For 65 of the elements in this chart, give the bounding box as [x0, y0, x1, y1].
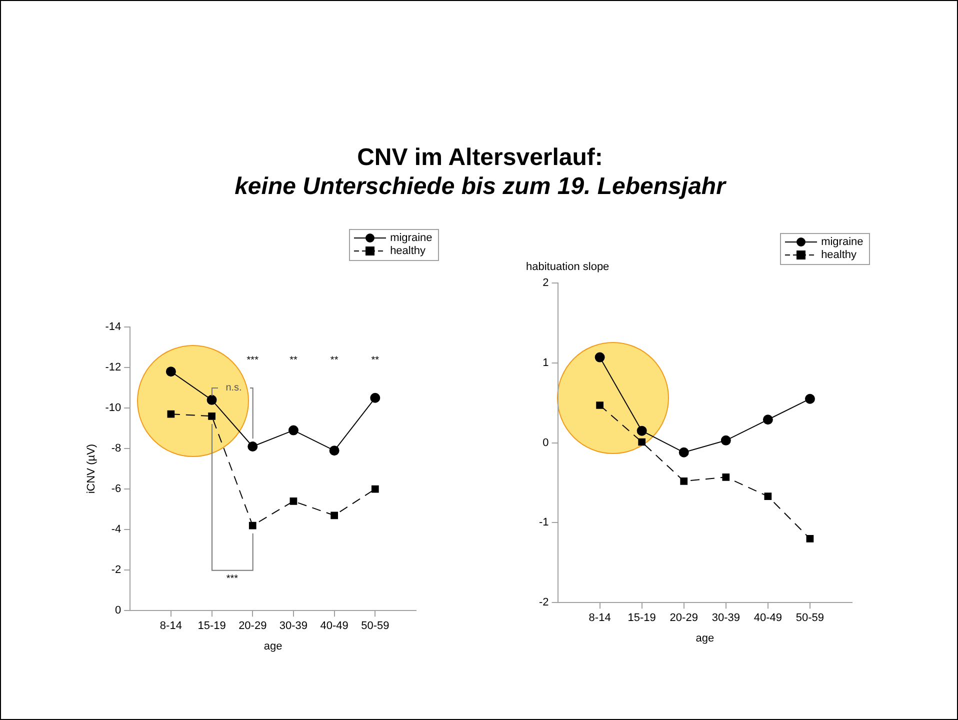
legend-label: migraine — [390, 232, 432, 244]
point — [208, 412, 216, 420]
y-tick-label: 0 — [542, 436, 549, 449]
x-tick-label: 15-19 — [628, 612, 656, 624]
point — [166, 366, 176, 377]
point — [248, 522, 256, 530]
y-tick-label: 2 — [542, 277, 549, 290]
y-tick-label: -6 — [111, 483, 122, 496]
y-tick-label: -2 — [111, 564, 122, 576]
y-tick-label: 0 — [114, 604, 122, 617]
x-tick-label: 40-49 — [320, 620, 348, 632]
point — [330, 512, 338, 520]
point — [720, 435, 731, 446]
point — [806, 535, 814, 542]
point — [762, 414, 773, 425]
point — [678, 447, 689, 458]
x-axis-title: age — [696, 632, 714, 644]
point — [596, 402, 604, 409]
point — [594, 352, 605, 362]
x-tick-label: 8-14 — [588, 612, 611, 624]
annotation: *** — [226, 573, 238, 584]
point — [636, 426, 647, 436]
y-tick-label: -1 — [539, 516, 549, 529]
x-tick-label: 50-59 — [796, 612, 824, 624]
x-tick-label: 30-39 — [279, 620, 308, 632]
point — [680, 477, 688, 485]
point — [290, 498, 298, 505]
x-tick-label: 8-14 — [160, 620, 182, 632]
y-axis-title: iCNV (µV) — [86, 444, 98, 494]
x-tick-label: 20-29 — [670, 612, 698, 624]
legend-label: healthy — [390, 245, 426, 257]
point — [638, 438, 646, 446]
y-tick-label: -4 — [111, 524, 122, 536]
point — [370, 392, 380, 403]
point — [167, 410, 175, 418]
text: keine Unterschiede bis zum 19. Lebensjahr — [234, 173, 728, 201]
y-tick-label: -14 — [105, 321, 122, 334]
legend-label: healthy — [821, 249, 857, 261]
point — [371, 485, 379, 493]
annotation: ** — [330, 354, 338, 366]
point — [288, 425, 298, 436]
y-tick-label: -8 — [111, 442, 122, 455]
x-tick-label: 20-29 — [238, 620, 267, 632]
point — [722, 473, 730, 481]
y-tick-label: -12 — [105, 362, 122, 374]
annotation: n.s. — [226, 382, 242, 394]
annotation: ** — [371, 354, 380, 366]
point — [804, 394, 815, 404]
x-tick-label: 15-19 — [198, 620, 226, 632]
annotation: ** — [290, 354, 298, 366]
y-tick-label: -2 — [539, 596, 549, 609]
point — [248, 442, 258, 452]
y-axis-title: habituation slope — [526, 261, 610, 273]
y-tick-label: 1 — [542, 356, 549, 369]
point — [329, 446, 340, 456]
text: CNV im Altersverlauf: — [356, 144, 604, 172]
legend-label: migraine — [821, 236, 864, 248]
point — [206, 394, 217, 405]
x-tick-label: 50-59 — [361, 620, 390, 632]
annotation: *** — [246, 354, 259, 366]
x-tick-label: 30-39 — [712, 612, 740, 624]
x-tick-label: 40-49 — [754, 612, 782, 624]
y-tick-label: -10 — [105, 402, 122, 414]
x-axis-title: age — [264, 640, 282, 652]
point — [764, 492, 772, 500]
